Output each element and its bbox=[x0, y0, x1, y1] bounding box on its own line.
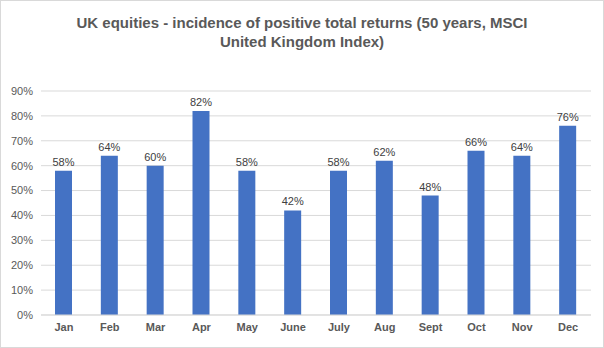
svg-text:58%: 58% bbox=[327, 156, 349, 168]
svg-text:30%: 30% bbox=[11, 234, 33, 246]
svg-text:62%: 62% bbox=[373, 146, 395, 158]
svg-text:82%: 82% bbox=[190, 96, 212, 108]
svg-text:70%: 70% bbox=[11, 135, 33, 147]
svg-text:60%: 60% bbox=[144, 151, 166, 163]
svg-text:Jan: Jan bbox=[54, 321, 73, 333]
svg-text:Aug: Aug bbox=[374, 321, 395, 333]
svg-text:0%: 0% bbox=[17, 309, 33, 321]
svg-text:Dec: Dec bbox=[558, 321, 578, 333]
svg-text:58%: 58% bbox=[236, 156, 258, 168]
svg-text:42%: 42% bbox=[282, 195, 304, 207]
svg-text:10%: 10% bbox=[11, 284, 33, 296]
svg-text:66%: 66% bbox=[465, 136, 487, 148]
svg-text:64%: 64% bbox=[511, 141, 533, 153]
svg-text:Nov: Nov bbox=[512, 321, 534, 333]
svg-text:Sept: Sept bbox=[419, 321, 443, 333]
svg-text:Apr: Apr bbox=[192, 321, 212, 333]
svg-text:90%: 90% bbox=[11, 85, 33, 97]
svg-text:40%: 40% bbox=[11, 209, 33, 221]
svg-text:80%: 80% bbox=[11, 110, 33, 122]
html-text:UK equities - incidence of pos: UK equities - incidence of positive tota… bbox=[76, 14, 528, 50]
svg-text:Oct: Oct bbox=[467, 321, 486, 333]
svg-text:20%: 20% bbox=[11, 259, 33, 271]
svg-text:June: June bbox=[280, 321, 306, 333]
svg-text:58%: 58% bbox=[52, 156, 74, 168]
svg-text:64%: 64% bbox=[98, 141, 120, 153]
svg-text:May: May bbox=[237, 321, 259, 333]
svg-text:50%: 50% bbox=[11, 184, 33, 196]
svg-text:Mar: Mar bbox=[146, 321, 166, 333]
svg-text:July: July bbox=[328, 321, 351, 333]
svg-text:Feb: Feb bbox=[100, 321, 120, 333]
svg-text:48%: 48% bbox=[419, 181, 441, 193]
svg-text:60%: 60% bbox=[11, 160, 33, 172]
svg-text:76%: 76% bbox=[557, 111, 579, 123]
